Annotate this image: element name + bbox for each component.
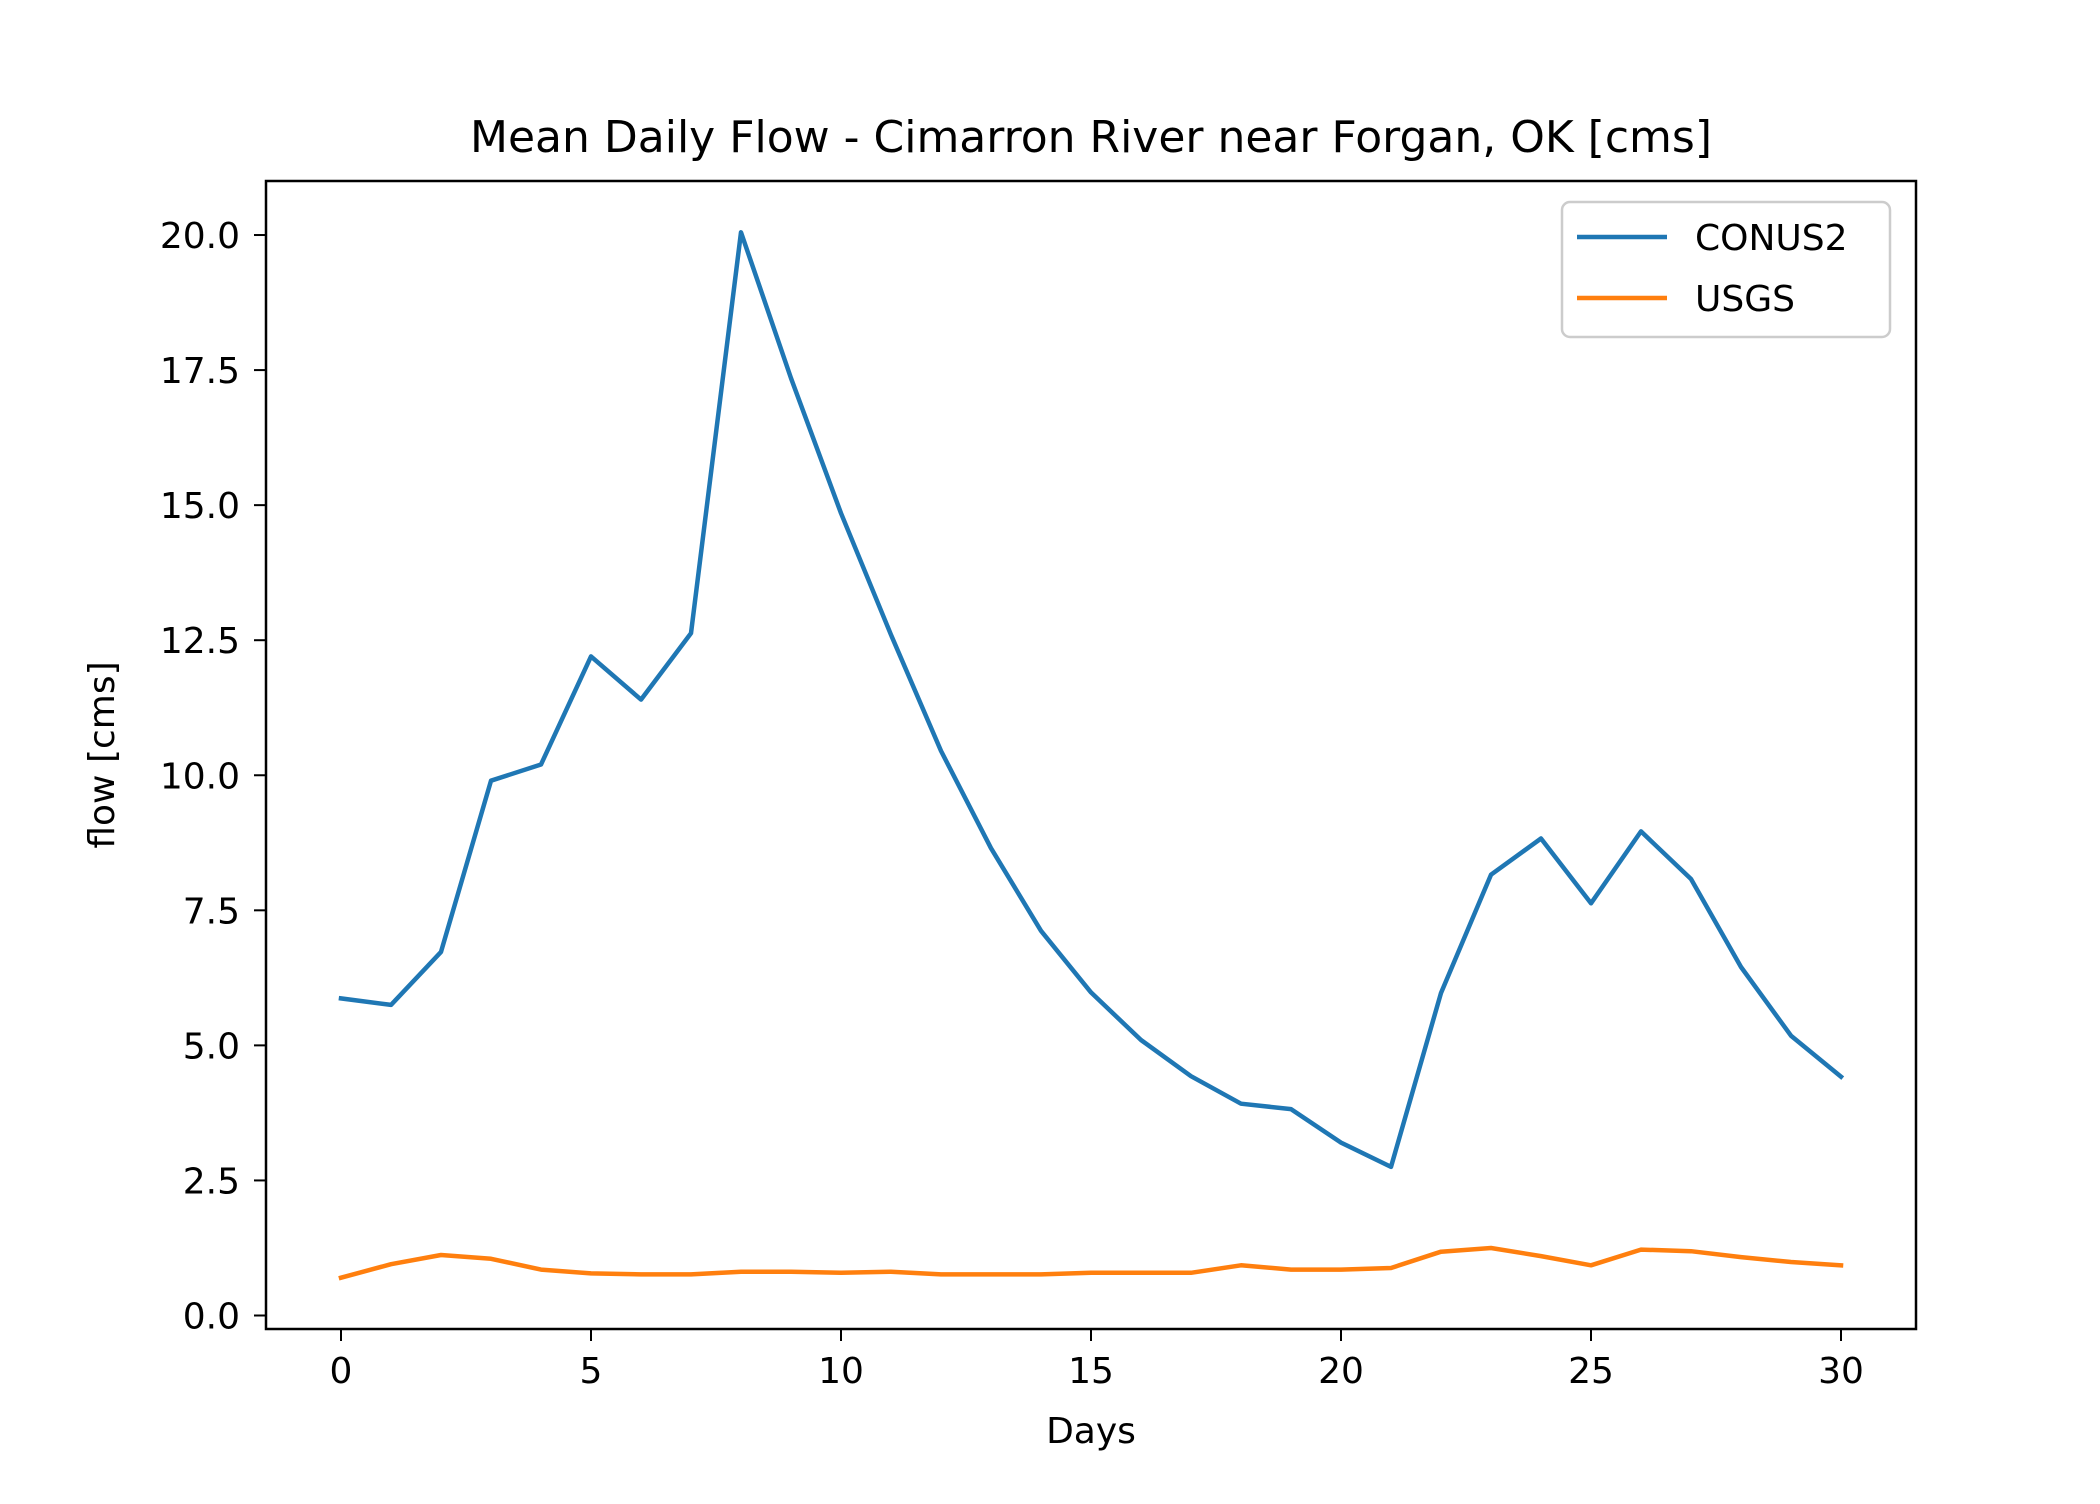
y-tick-label: 17.5 bbox=[160, 351, 240, 392]
legend-label-conus2: CONUS2 bbox=[1695, 218, 1848, 259]
x-axis-label: Days bbox=[1046, 1411, 1136, 1452]
x-tick-label: 25 bbox=[1568, 1351, 1614, 1392]
x-tick-label: 5 bbox=[580, 1351, 603, 1392]
y-axis-label: flow [cms] bbox=[82, 661, 123, 848]
y-tick-label: 20.0 bbox=[160, 216, 240, 257]
series-line-conus2 bbox=[338, 230, 1845, 1170]
y-tick-label: 2.5 bbox=[183, 1161, 240, 1202]
x-axis-ticks: 0 5 10 15 20 25 30 bbox=[330, 1329, 1864, 1392]
y-tick-label: 10.0 bbox=[160, 756, 240, 797]
y-tick-label: 5.0 bbox=[183, 1026, 240, 1067]
axes-frame bbox=[264, 179, 1918, 1331]
legend: CONUS2 USGS bbox=[1560, 200, 1892, 339]
x-tick-label: 15 bbox=[1068, 1351, 1114, 1392]
x-tick-label: 10 bbox=[818, 1351, 864, 1392]
y-tick-label: 12.5 bbox=[160, 621, 240, 662]
y-tick-label: 15.0 bbox=[160, 486, 240, 527]
x-tick-label: 30 bbox=[1818, 1351, 1864, 1392]
y-axis-ticks: 0.0 2.5 5.0 7.5 10.0 12.5 15.0 17.5 20.0 bbox=[160, 216, 266, 1337]
series-line-usgs bbox=[338, 1245, 1844, 1281]
chart-title: Mean Daily Flow - Cimarron River near Fo… bbox=[470, 112, 1712, 163]
legend-label-usgs: USGS bbox=[1695, 279, 1795, 320]
plot-area bbox=[338, 230, 1845, 1281]
y-tick-label: 7.5 bbox=[183, 891, 240, 932]
x-tick-label: 0 bbox=[330, 1351, 353, 1392]
y-tick-label: 0.0 bbox=[183, 1296, 240, 1337]
x-tick-label: 20 bbox=[1318, 1351, 1364, 1392]
